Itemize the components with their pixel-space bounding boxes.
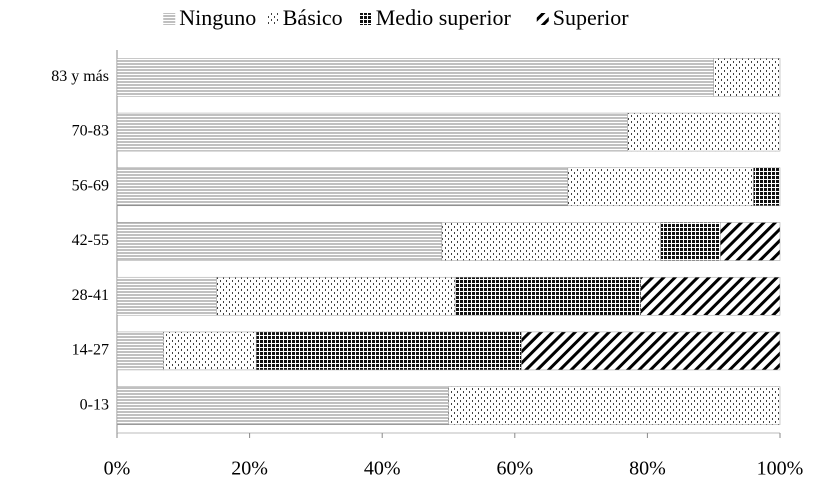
bar-segment xyxy=(216,276,456,316)
bar-segment xyxy=(163,331,257,371)
legend-label: Medio superior xyxy=(376,5,512,30)
x-tick-label: 0% xyxy=(104,458,131,480)
legend-label: Ninguno xyxy=(179,5,256,30)
x-tick-label: 40% xyxy=(364,458,401,480)
y-tick-label: 0-13 xyxy=(80,396,109,413)
x-tick-label: 80% xyxy=(629,458,666,480)
bar-segment xyxy=(255,331,522,371)
bar-segment xyxy=(713,58,781,97)
legend-label: Superior xyxy=(553,5,629,30)
bar-segment xyxy=(753,167,781,207)
bar-segment xyxy=(448,386,781,425)
legend-swatch xyxy=(266,13,279,25)
y-tick-label: 56-69 xyxy=(72,177,109,194)
bar-segment xyxy=(567,167,754,207)
x-tick-label: 60% xyxy=(496,458,533,480)
bar-segment xyxy=(660,222,721,261)
bar-segment xyxy=(720,222,781,261)
bar-segment xyxy=(640,276,781,316)
y-tick-label: 70-83 xyxy=(72,123,109,140)
bar-segment xyxy=(116,276,217,316)
bar-segment xyxy=(627,112,781,152)
legend-swatch xyxy=(536,13,549,25)
bar-segment xyxy=(116,58,714,97)
legend-swatch xyxy=(359,13,372,25)
y-tick-label: 42-55 xyxy=(72,232,109,249)
x-tick-label: 100% xyxy=(757,458,804,480)
y-tick-label: 83 y más xyxy=(51,68,109,85)
bar-segment xyxy=(116,167,569,207)
bar-segment xyxy=(116,386,449,425)
y-tick-label: 14-27 xyxy=(72,342,109,359)
bar-segment xyxy=(116,112,628,152)
legend-label: Básico xyxy=(283,5,343,30)
bar-segment xyxy=(441,222,661,261)
bar-segment xyxy=(116,331,164,371)
bar-segment xyxy=(116,222,443,261)
y-tick-label: 28-41 xyxy=(72,287,109,304)
bar-segment xyxy=(521,331,781,371)
x-tick-label: 20% xyxy=(231,458,268,480)
legend-swatch xyxy=(163,13,176,25)
bar-segment xyxy=(454,276,642,316)
